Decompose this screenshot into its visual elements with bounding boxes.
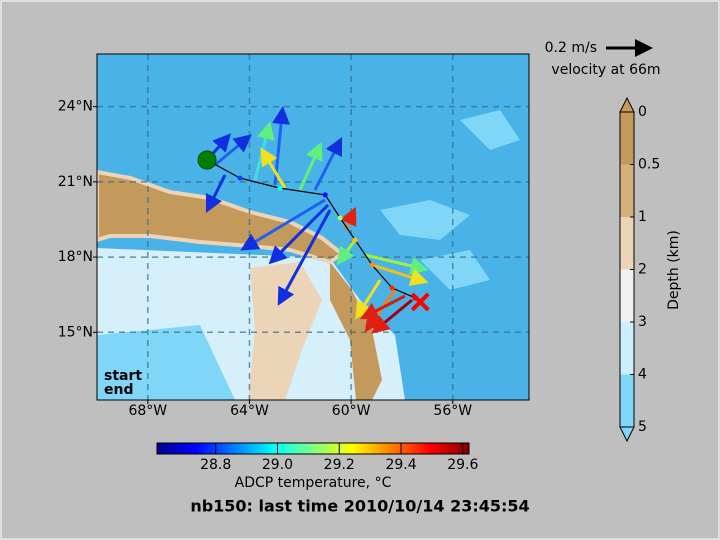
track-point — [337, 215, 343, 221]
depth-band — [620, 217, 634, 270]
title: nb150: last time 2010/10/14 23:45:54 — [190, 497, 529, 516]
track-line — [206, 159, 421, 303]
colorbar-tick-label: 28.8 — [200, 457, 231, 473]
colorbar-tick-label: 3 — [638, 314, 647, 330]
colorbar-tick-label: 29.2 — [324, 457, 355, 473]
legend-end: end — [104, 382, 133, 398]
colorbar-tick-label: 29.0 — [262, 457, 293, 473]
end-marker — [410, 292, 430, 312]
seamount — [380, 110, 520, 290]
island-arc — [330, 262, 382, 400]
map-frame — [96, 53, 530, 401]
grid — [97, 54, 529, 400]
colorbar-tick-label: 1 — [638, 209, 647, 225]
start-marker — [197, 150, 217, 170]
depth-band — [620, 374, 634, 427]
track-point — [277, 185, 283, 191]
track-point — [389, 285, 395, 291]
colorbar-tick-label: 29.6 — [447, 457, 478, 473]
temperature-colorbar-ramp — [156, 442, 470, 455]
depth-band — [620, 164, 634, 217]
depth-colorbar-label: Depth (km) — [666, 230, 682, 310]
track-point — [352, 237, 358, 243]
map-background — [97, 54, 529, 400]
colorbar-tick-label: 0 — [638, 104, 647, 120]
velocity-scale-label: 0.2 m/s — [545, 40, 597, 56]
x-tick-label: 64°W — [230, 403, 269, 419]
x-tick-label: 56°W — [433, 403, 472, 419]
track-point — [322, 192, 328, 198]
y-tick-label: 15°N — [58, 324, 93, 340]
y-tick-label: 21°N — [58, 174, 93, 190]
velocity-arrows — [205, 106, 429, 334]
depth-band — [620, 269, 634, 322]
depth-colorbar: 0 0.5 1 2 3 4 5 — [619, 96, 660, 443]
ridge — [248, 262, 322, 400]
temperature-colorbar: 28.8 29.0 29.2 29.4 29.6 — [156, 442, 479, 473]
velocity-scale-caption: velocity at 66m — [551, 62, 660, 78]
track — [197, 150, 430, 312]
y-tick-label: 18°N — [58, 249, 93, 265]
colorbar-tick-label: 5 — [638, 419, 647, 435]
greater-antilles — [97, 169, 346, 265]
colorbar-tick-label: 4 — [638, 367, 647, 383]
colorbar-tick-label: 0.5 — [638, 157, 660, 173]
basin — [97, 325, 235, 400]
x-tick-label: 68°W — [128, 403, 167, 419]
temperature-colorbar-label: ADCP temperature, °C — [235, 475, 392, 491]
colorbar-tick-label: 2 — [638, 262, 647, 278]
colorbar-tick-label: 29.4 — [385, 457, 416, 473]
track-point — [369, 262, 375, 268]
y-tick-label: 24°N — [58, 99, 93, 115]
legend-start: start — [104, 368, 142, 384]
depth-band — [620, 322, 634, 375]
track-point — [237, 175, 243, 181]
x-tick-label: 60°W — [332, 403, 371, 419]
depth-band — [620, 112, 634, 165]
